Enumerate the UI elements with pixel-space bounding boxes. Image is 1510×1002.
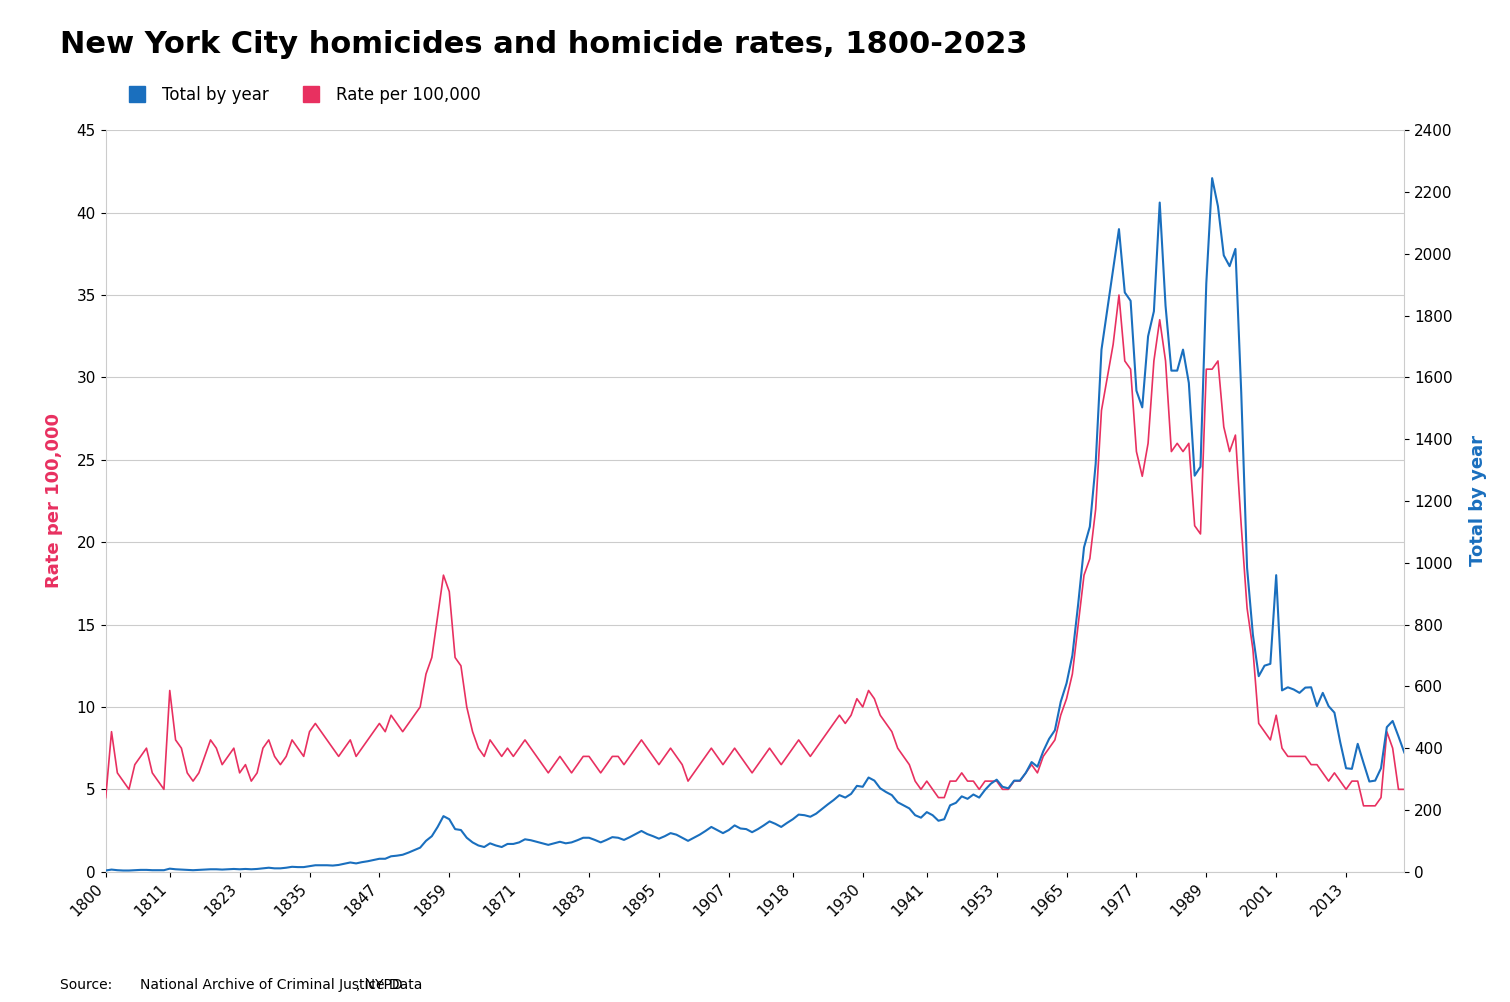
Y-axis label: Rate per 100,000: Rate per 100,000 bbox=[45, 414, 63, 588]
Text: , NYPD: , NYPD bbox=[356, 978, 403, 992]
Text: New York City homicides and homicide rates, 1800-2023: New York City homicides and homicide rat… bbox=[60, 30, 1028, 59]
Text: National Archive of Criminal Justice Data: National Archive of Criminal Justice Dat… bbox=[140, 978, 423, 992]
Legend: Total by year, Rate per 100,000: Total by year, Rate per 100,000 bbox=[115, 79, 488, 110]
Y-axis label: Total by year: Total by year bbox=[1469, 436, 1487, 566]
Text: Source:: Source: bbox=[60, 978, 118, 992]
